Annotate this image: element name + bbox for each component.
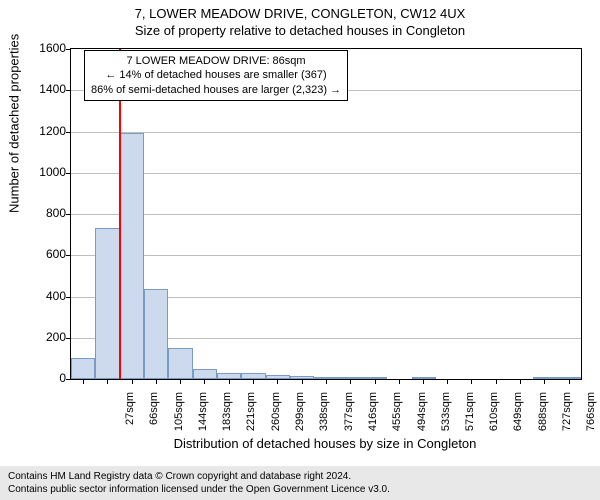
x-tick xyxy=(229,379,230,384)
y-tick-label: 1600 xyxy=(26,41,66,55)
histogram-bar xyxy=(120,133,144,379)
x-tick-label: 144sqm xyxy=(197,392,209,442)
footer-line1: Contains HM Land Registry data © Crown c… xyxy=(8,470,592,483)
x-tick xyxy=(253,379,254,384)
y-tick-label: 200 xyxy=(26,330,66,344)
x-tick xyxy=(520,379,521,384)
histogram-bar xyxy=(95,228,119,379)
footer: Contains HM Land Registry data © Crown c… xyxy=(0,466,600,500)
x-tick-label: 299sqm xyxy=(294,392,306,442)
x-tick xyxy=(544,379,545,384)
annotation-box: 7 LOWER MEADOW DRIVE: 86sqm ← 14% of det… xyxy=(84,50,348,101)
y-tick xyxy=(66,255,71,256)
y-tick xyxy=(66,49,71,50)
y-tick-label: 1200 xyxy=(26,124,66,138)
y-tick xyxy=(66,90,71,91)
grid-line xyxy=(71,173,581,174)
annotation-line2: ← 14% of detached houses are smaller (36… xyxy=(91,68,341,82)
x-tick-label: 183sqm xyxy=(221,392,233,442)
annotation-line3: 86% of semi-detached houses are larger (… xyxy=(91,83,341,97)
x-tick-label: 416sqm xyxy=(367,392,379,442)
x-tick xyxy=(156,379,157,384)
y-tick xyxy=(66,173,71,174)
x-tick-label: 27sqm xyxy=(124,392,136,442)
x-tick-label: 727sqm xyxy=(561,392,573,442)
x-tick xyxy=(326,379,327,384)
y-tick-label: 800 xyxy=(26,206,66,220)
histogram-bar xyxy=(71,358,95,379)
x-tick xyxy=(423,379,424,384)
x-tick-label: 338sqm xyxy=(318,392,330,442)
x-tick-label: 455sqm xyxy=(391,392,403,442)
x-tick-label: 221sqm xyxy=(245,392,257,442)
histogram-bar xyxy=(412,377,436,379)
x-tick xyxy=(302,379,303,384)
x-tick-label: 105sqm xyxy=(173,392,185,442)
grid-line xyxy=(71,132,581,133)
chart-title-line2: Size of property relative to detached ho… xyxy=(0,21,600,38)
histogram-bar xyxy=(144,289,168,379)
grid-line xyxy=(71,255,581,256)
x-tick-label: 260sqm xyxy=(270,392,282,442)
histogram-bar xyxy=(193,369,217,379)
x-tick xyxy=(496,379,497,384)
footer-line2: Contains public sector information licen… xyxy=(8,483,592,496)
y-tick xyxy=(66,214,71,215)
x-tick xyxy=(375,379,376,384)
x-tick xyxy=(204,379,205,384)
x-tick xyxy=(180,379,181,384)
annotation-line1: 7 LOWER MEADOW DRIVE: 86sqm xyxy=(91,54,341,68)
chart-title-line1: 7, LOWER MEADOW DRIVE, CONGLETON, CW12 4… xyxy=(0,0,600,21)
histogram-bar xyxy=(533,377,557,379)
x-tick xyxy=(107,379,108,384)
y-tick xyxy=(66,132,71,133)
x-tick-label: 571sqm xyxy=(464,392,476,442)
x-tick xyxy=(447,379,448,384)
x-tick xyxy=(569,379,570,384)
x-tick xyxy=(132,379,133,384)
grid-line xyxy=(71,214,581,215)
x-tick-label: 377sqm xyxy=(343,392,355,442)
x-tick xyxy=(471,379,472,384)
chart-container: 7, LOWER MEADOW DRIVE, CONGLETON, CW12 4… xyxy=(0,0,600,500)
x-tick-label: 494sqm xyxy=(416,392,428,442)
x-tick-label: 66sqm xyxy=(148,392,160,442)
y-tick-label: 400 xyxy=(26,289,66,303)
x-tick-label: 649sqm xyxy=(512,392,524,442)
y-tick-label: 600 xyxy=(26,247,66,261)
x-tick xyxy=(83,379,84,384)
y-tick-label: 0 xyxy=(26,371,66,385)
x-tick-label: 533sqm xyxy=(440,392,452,442)
x-tick-label: 766sqm xyxy=(585,392,597,442)
histogram-bar xyxy=(168,348,192,379)
y-tick-label: 1000 xyxy=(26,165,66,179)
y-axis-label: Number of detached properties xyxy=(7,34,22,213)
y-tick xyxy=(66,379,71,380)
y-tick-label: 1400 xyxy=(26,82,66,96)
y-tick xyxy=(66,297,71,298)
y-tick xyxy=(66,338,71,339)
x-tick xyxy=(277,379,278,384)
x-tick-label: 688sqm xyxy=(537,392,549,442)
x-tick xyxy=(350,379,351,384)
x-tick-label: 610sqm xyxy=(488,392,500,442)
x-tick xyxy=(399,379,400,384)
